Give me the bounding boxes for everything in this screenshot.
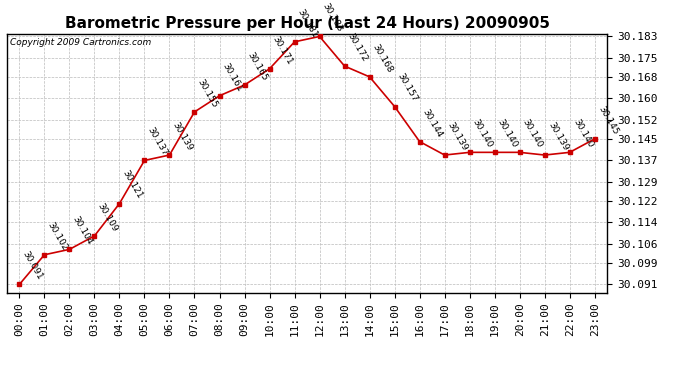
Text: 30.102: 30.102 xyxy=(46,220,70,252)
Text: Copyright 2009 Cartronics.com: Copyright 2009 Cartronics.com xyxy=(10,38,151,46)
Text: 30.171: 30.171 xyxy=(271,34,295,66)
Text: 30.145: 30.145 xyxy=(596,104,620,136)
Title: Barometric Pressure per Hour (Last 24 Hours) 20090905: Barometric Pressure per Hour (Last 24 Ho… xyxy=(65,16,549,31)
Text: 30.137: 30.137 xyxy=(146,126,170,158)
Text: 30.140: 30.140 xyxy=(471,118,495,150)
Text: 30.139: 30.139 xyxy=(446,120,470,152)
Text: 30.157: 30.157 xyxy=(396,72,420,104)
Text: 30.172: 30.172 xyxy=(346,32,370,63)
Text: 30.140: 30.140 xyxy=(521,118,544,150)
Text: 30.139: 30.139 xyxy=(171,120,195,152)
Text: 30.104: 30.104 xyxy=(71,215,95,247)
Text: 30.183: 30.183 xyxy=(321,2,344,34)
Text: 30.140: 30.140 xyxy=(496,118,520,150)
Text: 30.155: 30.155 xyxy=(196,77,219,109)
Text: 30.144: 30.144 xyxy=(421,107,444,139)
Text: 30.109: 30.109 xyxy=(96,201,119,233)
Text: 30.181: 30.181 xyxy=(296,7,319,39)
Text: 30.121: 30.121 xyxy=(121,169,144,201)
Text: 30.165: 30.165 xyxy=(246,50,270,82)
Text: 30.139: 30.139 xyxy=(546,120,570,152)
Text: 30.091: 30.091 xyxy=(21,250,44,282)
Text: 30.168: 30.168 xyxy=(371,42,395,74)
Text: 30.140: 30.140 xyxy=(571,118,595,150)
Text: 30.161: 30.161 xyxy=(221,61,244,93)
